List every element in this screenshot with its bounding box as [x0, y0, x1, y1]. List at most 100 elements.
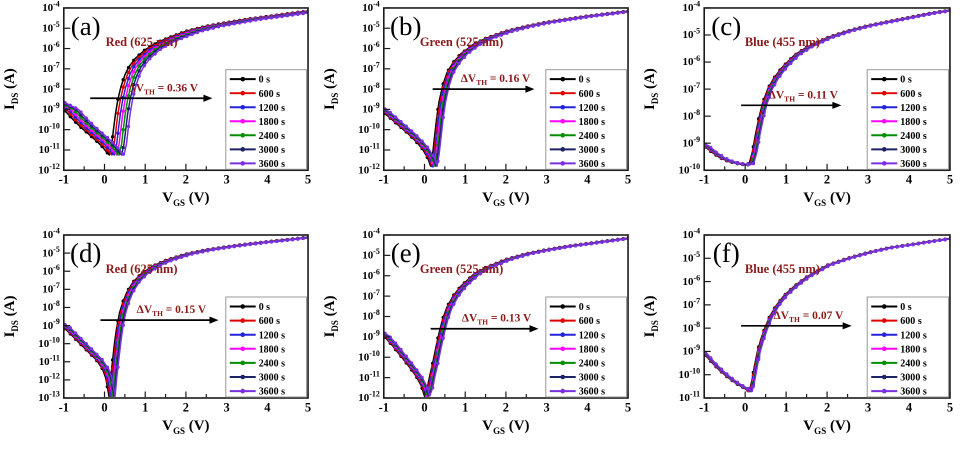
y-tick-label: 10-10: [358, 121, 380, 135]
y-tick-label: 10-13: [38, 390, 60, 405]
x-tick-label: 3: [224, 400, 230, 414]
legend-item-3000s: 3000 s: [229, 145, 285, 156]
y-tick-label: 10-10: [678, 366, 700, 380]
vth-shift-label: ΔVTH = 0.07 V: [773, 310, 844, 324]
legend-label: 3000 s: [900, 373, 927, 384]
axes-box: [703, 234, 951, 399]
y-tick-label: 10-9: [42, 101, 60, 115]
x-axis-title: VGS (V): [482, 418, 529, 436]
legend-label: 600 s: [579, 89, 600, 100]
x-tick-label: 0: [742, 173, 748, 187]
x-tick-label: -1: [59, 400, 69, 414]
series-3600s: [383, 237, 629, 397]
y-tick-label: 10-10: [38, 121, 60, 135]
panel-title: Blue (455 nm): [745, 35, 820, 49]
legend: 0 s 600 s 1200 s 1800 s 2400 s 3000 s 3600 s: [545, 69, 628, 170]
vth-shift-annotation: ΔVTH = 0.16 V: [432, 73, 535, 93]
legend-label: 600 s: [259, 316, 280, 327]
legend-label: 0 s: [900, 302, 912, 313]
legend-item-2400s: 2400 s: [871, 359, 927, 370]
x-tick-label: 3: [865, 401, 871, 415]
x-tick-label: 2: [183, 173, 189, 187]
series-3600s: [704, 9, 950, 167]
panel-letter: (e): [391, 238, 421, 268]
y-tick-label: 10-6: [362, 40, 380, 54]
legend-item-0s: 0 s: [549, 302, 590, 313]
x-axis-title: VGS (V): [482, 190, 529, 208]
legend-item-0s: 0 s: [229, 75, 270, 86]
x-tick-label: 0: [742, 401, 748, 415]
legend-label: 1800 s: [579, 344, 605, 355]
legend-label: 3000 s: [259, 145, 285, 156]
y-tick-label: 10-9: [682, 343, 700, 357]
legend-item-3600s: 3600 s: [871, 159, 927, 170]
y-tick-label: 10-4: [682, 227, 700, 241]
legend-item-600s: 600 s: [549, 316, 600, 327]
axes-box: [703, 7, 951, 172]
vth-shift-label: ΔVTH = 0.11 V: [769, 89, 839, 103]
legend-item-1800s: 1800 s: [871, 344, 927, 355]
y-tick-label: 10-7: [362, 288, 380, 303]
curves-group: [383, 9, 629, 168]
plot-a: 10-4 10-5 10-6 10-7 10-8 10-9 10-10 10-11 10-12-…: [2, 0, 311, 208]
curves-group: [704, 8, 950, 167]
legend-label: 600 s: [900, 89, 922, 100]
y-tick-label: 10-10: [678, 162, 700, 176]
series-3600s: [63, 11, 309, 156]
curves-group: [704, 236, 950, 393]
legend-label: 600 s: [579, 316, 600, 327]
x-tick-label: 3: [544, 400, 550, 414]
legend: 0 s 600 s 1200 s 1800 s 2400 s 3000 s 3600 s: [866, 69, 949, 170]
panel-title: Red (625 nm): [106, 35, 178, 49]
panel-title: Blue (455 nm): [745, 262, 820, 276]
legend-label: 1200 s: [900, 330, 927, 341]
y-tick-label: 10-11: [39, 142, 60, 156]
series-3600s: [383, 10, 629, 167]
legend-label: 1200 s: [579, 103, 605, 114]
legend-item-3000s: 3000 s: [871, 145, 927, 156]
legend-item-3000s: 3000 s: [229, 373, 285, 384]
x-axis-title: VGS (V): [803, 190, 851, 208]
x-tick-label: 2: [183, 400, 189, 414]
legend-item-3600s: 3600 s: [549, 159, 605, 170]
y-tick-label: 10-8: [42, 299, 60, 314]
legend-label: 1800 s: [259, 344, 285, 355]
legend-item-600s: 600 s: [229, 89, 280, 100]
x-tick-label: 1: [783, 401, 789, 415]
y-tick-label: 10-6: [42, 40, 60, 54]
x-tick-label: 5: [625, 400, 631, 414]
legend-label: 3000 s: [579, 145, 605, 156]
legend-item-0s: 0 s: [871, 302, 912, 313]
legend-item-600s: 600 s: [549, 89, 600, 100]
panel-letter: (f): [713, 238, 740, 268]
x-tick-label: 1: [783, 173, 789, 187]
x-tick-label: -1: [699, 173, 709, 187]
x-tick-label: -1: [699, 401, 709, 415]
legend-item-1800s: 1800 s: [229, 344, 285, 355]
legend-item-3600s: 3600 s: [549, 387, 605, 398]
y-tick-label: 10-11: [359, 142, 380, 156]
legend-label: 3600 s: [900, 387, 927, 398]
axes-box: [63, 7, 309, 172]
legend-label: 2400 s: [900, 359, 927, 370]
legend-item-1200s: 1200 s: [871, 103, 927, 114]
vth-shift-label: ΔVTH = 0.15 V: [137, 304, 207, 318]
panel-cell-b: 10-4 10-5 10-6 10-7 10-8 10-9 10-10 10-11 10-12-…: [320, 0, 640, 227]
legend: 0 s 600 s 1200 s 1800 s 2400 s 3000 s 3600 s: [225, 296, 308, 398]
y-tick-label: 10-8: [362, 308, 380, 323]
legend-label: 1800 s: [579, 117, 605, 128]
legend-item-1800s: 1800 s: [229, 117, 285, 128]
legend-item-600s: 600 s: [871, 316, 922, 327]
y-tick-label: 10-6: [682, 54, 700, 68]
panel-letter: (c): [711, 11, 741, 41]
vth-shift-annotation: ΔVTH = 0.15 V: [100, 304, 219, 324]
y-tick-label: 10-12: [38, 372, 60, 387]
y-tick-label: 10-9: [362, 329, 380, 344]
plot-e: 10-4 10-5 10-6 10-7 10-8 10-9 10-10 10-11 10-12-…: [322, 227, 631, 436]
vth-shift-label: ΔVTH = 0.16 V: [461, 73, 531, 87]
y-tick-label: 10-8: [682, 320, 700, 334]
legend-item-3600s: 3600 s: [871, 387, 927, 398]
legend-label: 1800 s: [900, 117, 927, 128]
x-tick-label: 1: [142, 173, 148, 187]
plot-b: 10-4 10-5 10-6 10-7 10-8 10-9 10-10 10-11 10-12-…: [322, 0, 631, 208]
